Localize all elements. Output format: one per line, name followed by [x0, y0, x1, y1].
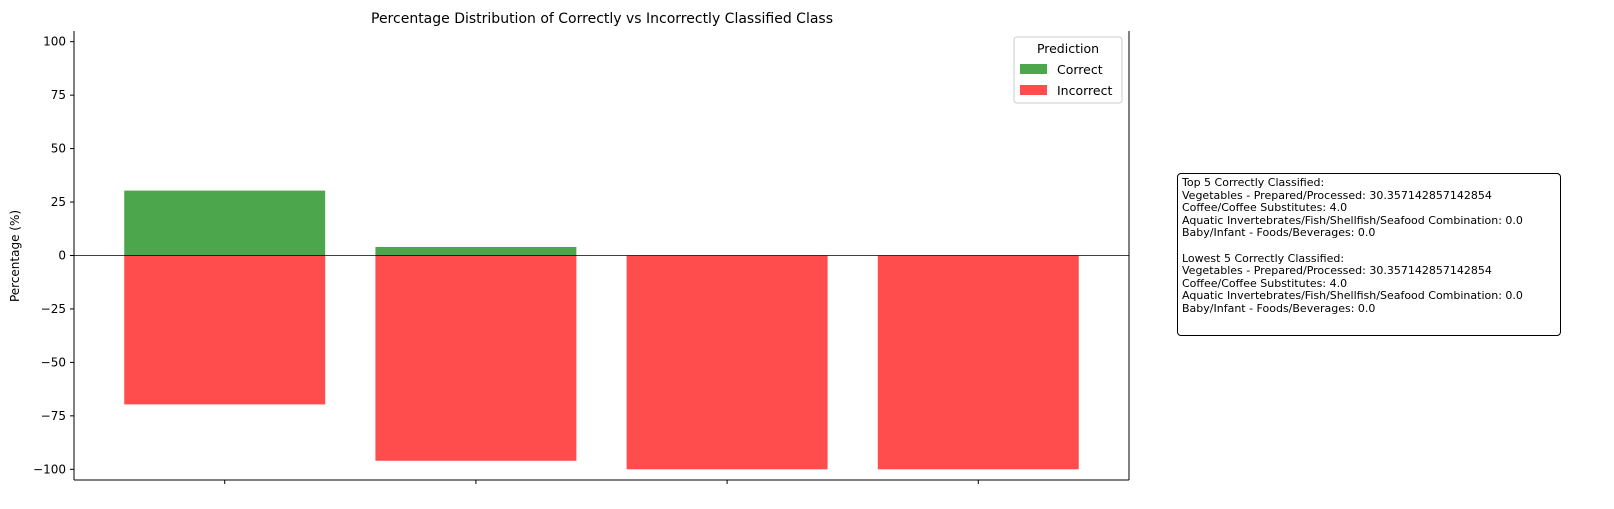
info-top-item: Coffee/Coffee Substitutes: 4.0: [1182, 201, 1348, 215]
y-tick-label: −100: [33, 462, 66, 476]
y-tick-label: −25: [41, 302, 66, 316]
info-top-title: Top 5 Correctly Classified:: [1182, 176, 1325, 189]
y-tick-label: 50: [51, 142, 66, 156]
chart-title: Percentage Distribution of Correctly vs …: [371, 11, 833, 27]
bar-correct-1: [375, 246, 577, 256]
info-top-item: Vegetables - Prepared/Processed: 30.3571…: [1182, 188, 1492, 202]
y-tick-label: −75: [41, 409, 66, 423]
info-top-item: Aquatic Invertebrates/Fish/Shellfish/Sea…: [1182, 213, 1523, 227]
info-spacer: [1182, 240, 1556, 253]
info-lowest-item: Baby/Infant - Foods/Beverages: 0.0: [1182, 301, 1376, 315]
legend-swatch-correct: [1020, 64, 1047, 74]
bars-group: [124, 190, 1079, 470]
bar-correct-0: [124, 190, 326, 256]
legend-label-incorrect: Incorrect: [1057, 83, 1112, 98]
y-tick-label: 25: [51, 195, 66, 209]
bar-incorrect-1: [375, 255, 577, 461]
bar-incorrect-2: [626, 255, 828, 470]
bar-incorrect-3: [877, 255, 1079, 470]
bar-incorrect-0: [124, 255, 326, 405]
y-tick-label: 75: [51, 88, 66, 102]
info-top-item: Baby/Infant - Foods/Beverages: 0.0: [1182, 226, 1376, 240]
legend-label-correct: Correct: [1057, 62, 1103, 77]
classification-info-box: Top 5 Correctly Classified: Vegetables -…: [1177, 173, 1561, 336]
y-axis-label: Percentage (%): [8, 210, 22, 302]
axes-group: 100 75 50 25 0 −25 −50 −75 −100: [33, 31, 1130, 484]
y-tick-label: 100: [43, 35, 66, 49]
legend-swatch-incorrect: [1020, 85, 1047, 95]
y-tick-label: 0: [58, 249, 66, 263]
legend-title: Prediction: [1037, 41, 1099, 56]
info-lowest-item: Aquatic Invertebrates/Fish/Shellfish/Sea…: [1182, 289, 1523, 303]
legend: Prediction Correct Incorrect: [1013, 36, 1123, 104]
info-lowest-title: Lowest 5 Correctly Classified:: [1182, 251, 1345, 265]
y-tick-label: −50: [41, 355, 66, 369]
info-lowest-item: Vegetables - Prepared/Processed: 30.3571…: [1182, 264, 1492, 278]
info-lowest-item: Coffee/Coffee Substitutes: 4.0: [1182, 276, 1348, 290]
